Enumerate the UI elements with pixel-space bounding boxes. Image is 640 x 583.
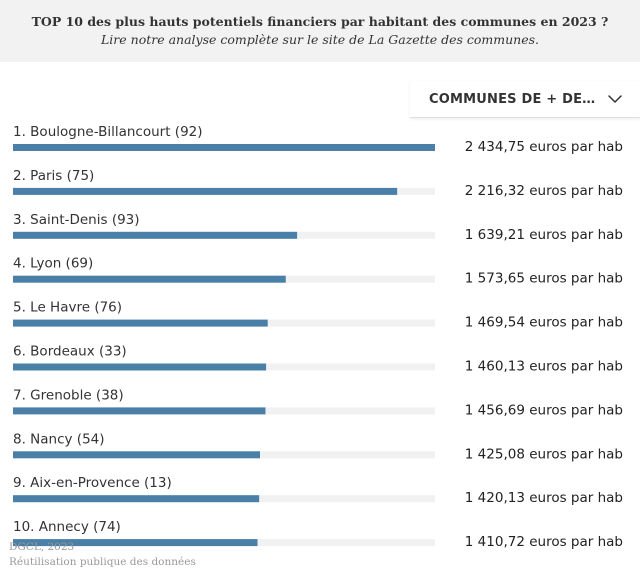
bar[interactable] <box>13 319 268 327</box>
bar[interactable] <box>13 495 260 503</box>
chart-subtitle[interactable]: Lire notre analyse complète sur le site … <box>101 32 539 47</box>
filter-selected-label: COMMUNES DE + DE 1... <box>429 92 597 107</box>
value-label: 1 460,13 euros par hab <box>465 359 623 375</box>
bar[interactable] <box>13 231 298 239</box>
value-label: 1 425,08 euros par hab <box>465 446 623 462</box>
category-label: 7. Grenoble (38) <box>13 387 124 403</box>
category-label: 6. Bordeaux (33) <box>13 344 127 360</box>
value-label: 1 573,65 euros par hab <box>465 271 623 287</box>
category-label: 8. Nancy (54) <box>13 431 105 447</box>
chevron-down-icon <box>608 95 622 103</box>
bar[interactable] <box>13 451 261 459</box>
category-label: 10. Annecy (74) <box>13 519 121 535</box>
source-credit: DGCL, 2023 <box>9 541 75 553</box>
value-label: 2 216,32 euros par hab <box>465 183 623 199</box>
category-label: 3. Saint-Denis (93) <box>13 212 140 228</box>
value-label: 1 410,72 euros par hab <box>465 534 623 550</box>
value-label: 1 420,13 euros par hab <box>465 490 623 506</box>
category-label: 4. Lyon (69) <box>13 256 93 272</box>
chart-header: TOP 10 des plus hauts potentiels financi… <box>0 0 640 62</box>
bar[interactable] <box>13 187 398 195</box>
bar[interactable] <box>13 407 266 415</box>
source-license: Réutilisation publique des données <box>9 556 196 568</box>
category-filter-dropdown[interactable]: COMMUNES DE + DE 1... <box>410 82 640 118</box>
category-label: 1. Boulogne-Billancourt (92) <box>13 124 203 140</box>
bar[interactable] <box>13 275 286 283</box>
value-label: 1 456,69 euros par hab <box>465 402 623 418</box>
category-label: 9. Aix-en-Provence (13) <box>13 475 172 491</box>
value-label: 1 469,54 euros par hab <box>465 315 623 331</box>
category-label: 5. Le Havre (76) <box>13 300 122 316</box>
bar[interactable] <box>13 144 435 151</box>
value-label: 1 639,21 euros par hab <box>465 227 623 243</box>
bar[interactable] <box>13 363 267 371</box>
value-label: 2 434,75 euros par hab <box>465 139 623 155</box>
category-label: 2. Paris (75) <box>13 168 94 184</box>
bar[interactable] <box>13 539 258 547</box>
chart-title: TOP 10 des plus hauts potentiels financi… <box>31 14 609 29</box>
